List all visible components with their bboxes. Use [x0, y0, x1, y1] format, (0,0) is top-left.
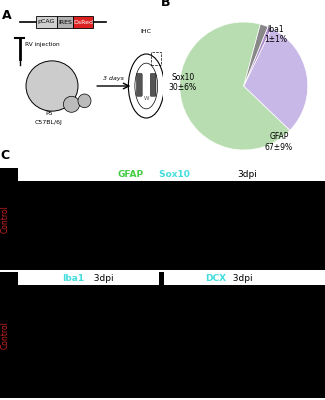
Ellipse shape — [135, 63, 158, 109]
Text: A: A — [2, 10, 11, 22]
Text: Sox10
30±6%: Sox10 30±6% — [169, 73, 197, 92]
Text: DCX: DCX — [205, 274, 226, 283]
Text: GFAP
67±9%: GFAP 67±9% — [265, 132, 293, 152]
Bar — [18, 168, 325, 181]
Ellipse shape — [78, 94, 91, 108]
FancyBboxPatch shape — [36, 16, 57, 28]
Text: C57BL/6J: C57BL/6J — [35, 120, 63, 125]
Wedge shape — [244, 27, 272, 86]
Text: RV injection: RV injection — [25, 42, 60, 47]
Text: GFAP: GFAP — [117, 170, 143, 179]
Text: P5: P5 — [45, 110, 53, 116]
Text: 3dpi: 3dpi — [88, 274, 113, 283]
Text: D: D — [0, 252, 10, 265]
Wedge shape — [180, 22, 290, 150]
Text: IRES: IRES — [58, 20, 72, 24]
Text: W: W — [144, 96, 149, 101]
Bar — [18, 272, 159, 285]
FancyBboxPatch shape — [150, 74, 156, 96]
Text: 3dpi: 3dpi — [237, 170, 257, 179]
Text: Sox10: Sox10 — [156, 170, 190, 179]
Text: Control: Control — [1, 205, 10, 233]
Text: Iba1
1±1%: Iba1 1±1% — [264, 25, 287, 44]
Text: DsRed: DsRed — [73, 20, 93, 24]
Ellipse shape — [128, 54, 164, 118]
Text: B: B — [161, 0, 170, 9]
Text: pCAG: pCAG — [38, 20, 55, 24]
Bar — [164, 272, 325, 285]
Text: DCX: 0±0%: DCX: 0±0% — [180, 179, 276, 203]
Text: Control: Control — [1, 321, 10, 349]
Ellipse shape — [63, 96, 80, 112]
FancyBboxPatch shape — [57, 16, 73, 28]
Text: 3dpi: 3dpi — [227, 274, 253, 283]
Text: IHC: IHC — [141, 30, 152, 34]
FancyBboxPatch shape — [73, 16, 93, 28]
Wedge shape — [244, 28, 308, 130]
FancyBboxPatch shape — [136, 74, 142, 96]
Ellipse shape — [26, 61, 78, 111]
Wedge shape — [244, 24, 268, 86]
Text: Iba1: Iba1 — [62, 274, 84, 283]
Text: 3 days: 3 days — [103, 76, 124, 81]
Bar — [151, 52, 161, 66]
Text: C: C — [0, 149, 9, 162]
